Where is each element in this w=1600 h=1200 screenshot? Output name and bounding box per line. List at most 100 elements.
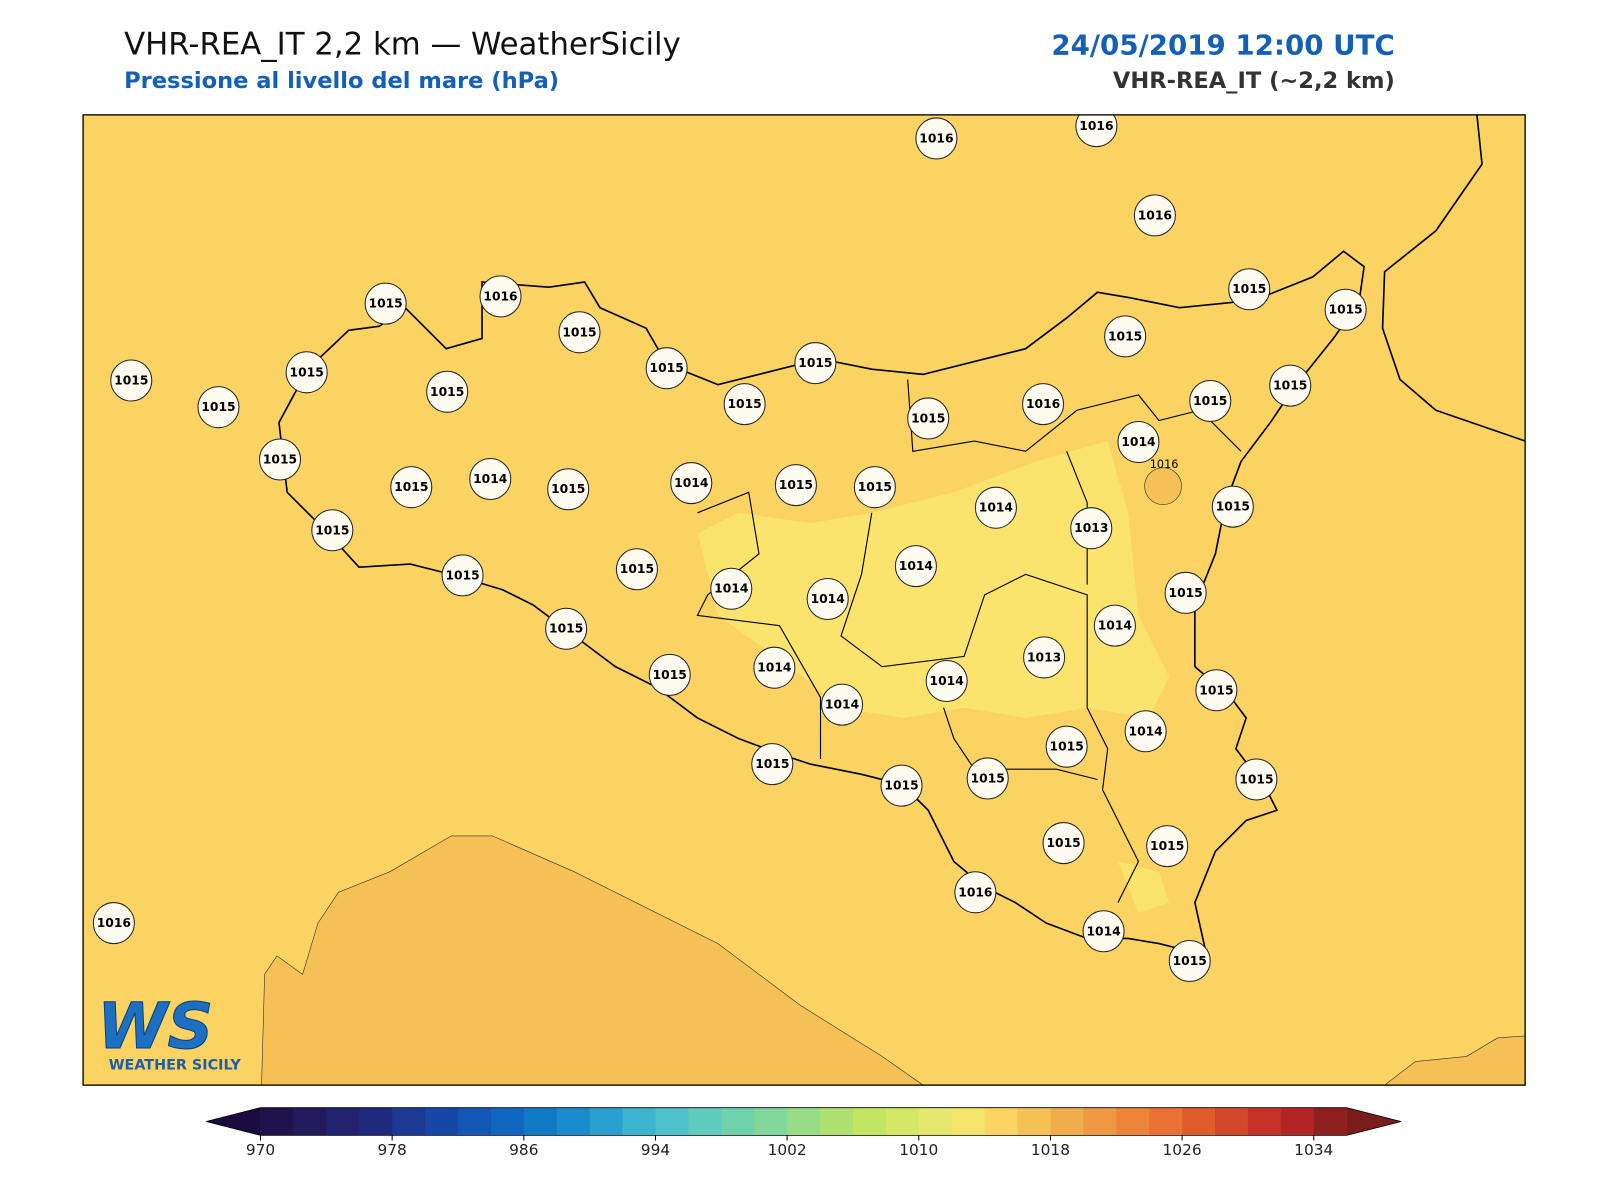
contour-label: 1016 xyxy=(1150,458,1179,471)
station-value: 1015 xyxy=(114,374,148,388)
station-marker xyxy=(710,567,753,610)
colorbar-segment xyxy=(1149,1107,1183,1136)
station-marker xyxy=(545,607,588,650)
station: 1015 xyxy=(390,466,433,509)
colorbar-tick-label: 978 xyxy=(377,1141,406,1159)
station-value: 1015 xyxy=(1216,500,1250,514)
station-marker xyxy=(723,383,766,426)
colorbar-segment xyxy=(523,1107,558,1136)
station-marker xyxy=(1045,725,1088,768)
station: 1014 xyxy=(753,646,796,689)
colorbar-tick-label: 986 xyxy=(509,1141,538,1159)
colorbar-segment xyxy=(1280,1107,1315,1136)
station: 1014 xyxy=(670,462,713,505)
station-marker xyxy=(110,359,153,402)
station-value: 1014 xyxy=(714,582,748,596)
station-marker xyxy=(853,466,896,509)
station-value: 1015 xyxy=(430,385,464,399)
station-marker xyxy=(1211,485,1254,528)
station-value: 1015 xyxy=(263,452,297,466)
station-value: 1015 xyxy=(394,480,428,494)
station: 1015 xyxy=(615,548,658,591)
station-marker xyxy=(954,871,997,914)
colorbar-segment xyxy=(1017,1107,1051,1136)
station-marker xyxy=(1146,825,1189,868)
station-value: 1016 xyxy=(919,131,953,145)
colorbar-segment xyxy=(885,1107,920,1136)
station-marker xyxy=(1168,940,1211,983)
station: 1015 xyxy=(258,438,302,481)
station-value: 1015 xyxy=(290,365,324,379)
station-marker xyxy=(1022,383,1065,426)
station: 1015 xyxy=(645,347,688,390)
colorbar-segment xyxy=(1313,1107,1348,1136)
station-value: 1015 xyxy=(369,297,403,311)
station-value: 1015 xyxy=(315,523,349,537)
colorbar-segment xyxy=(260,1107,294,1136)
station-value: 1015 xyxy=(653,668,687,682)
colorbar-segment xyxy=(820,1107,854,1136)
station-value: 1015 xyxy=(727,397,761,411)
station: 1014 xyxy=(806,577,849,620)
colorbar-segment xyxy=(490,1107,525,1136)
station-marker xyxy=(1189,380,1232,423)
station-value: 1015 xyxy=(1239,772,1273,786)
station-marker xyxy=(1075,114,1118,148)
station-marker xyxy=(1235,758,1278,801)
station-marker xyxy=(285,351,328,394)
station-value: 1015 xyxy=(1193,394,1227,408)
station: 1015 xyxy=(426,370,469,413)
station-value: 1015 xyxy=(650,361,684,375)
station: 1015 xyxy=(1228,268,1271,311)
colorbar-segment xyxy=(1083,1107,1117,1136)
station-marker xyxy=(1133,194,1176,237)
station-marker xyxy=(925,660,968,703)
station-marker xyxy=(1324,288,1367,331)
colorbar: 970 978 986 994 1002 1010 1018 1026 1034 xyxy=(206,1107,1402,1159)
station-marker xyxy=(1023,636,1066,679)
station: 1014 xyxy=(1124,710,1167,753)
colorbar-segment xyxy=(951,1107,986,1136)
station: 1015 xyxy=(907,397,950,440)
station: 1015 xyxy=(880,764,923,807)
colorbar-segment xyxy=(721,1107,755,1136)
station-value: 1015 xyxy=(445,568,479,582)
colorbar-segment xyxy=(688,1107,722,1136)
colorbar-segment xyxy=(589,1107,624,1136)
station: 1016 xyxy=(479,275,522,318)
logo: WS WEATHER SICILY xyxy=(97,989,241,1074)
station-marker xyxy=(907,397,950,440)
station-marker xyxy=(774,464,817,507)
station-marker xyxy=(974,486,1017,529)
station-marker xyxy=(469,457,512,500)
station-marker xyxy=(794,342,837,385)
station-marker xyxy=(1228,268,1271,311)
colorbar-tick-label: 1018 xyxy=(1031,1141,1070,1159)
station-value: 1015 xyxy=(201,400,235,414)
station: 1014 xyxy=(974,486,1017,529)
station: 1015 xyxy=(1211,485,1254,528)
station-marker xyxy=(966,757,1009,800)
station-marker xyxy=(547,468,590,511)
station-value: 1014 xyxy=(825,698,859,712)
station: 1016 xyxy=(1075,114,1118,148)
colorbar-under xyxy=(206,1107,261,1136)
station-marker xyxy=(670,462,713,505)
colorbar-over xyxy=(1346,1107,1402,1136)
station-marker xyxy=(751,743,794,786)
stations: 1016 1016 1016 1015 1016 1015 1015 1015 1015 1015… xyxy=(92,114,1367,983)
colorbar-segment xyxy=(556,1107,591,1136)
colorbar-segment xyxy=(1215,1107,1249,1136)
colorbar-segment xyxy=(1116,1107,1150,1136)
station-value: 1014 xyxy=(1098,619,1132,633)
station-value: 1013 xyxy=(1074,521,1108,535)
coastline xyxy=(1381,114,1526,442)
station-marker xyxy=(1164,571,1207,614)
station: 1015 xyxy=(311,509,354,552)
station-marker xyxy=(1195,669,1238,712)
station-marker xyxy=(821,683,864,726)
colorbar-tick-label: 970 xyxy=(246,1141,275,1159)
station: 1015 xyxy=(1104,315,1147,358)
colorbar-segment xyxy=(392,1107,426,1136)
